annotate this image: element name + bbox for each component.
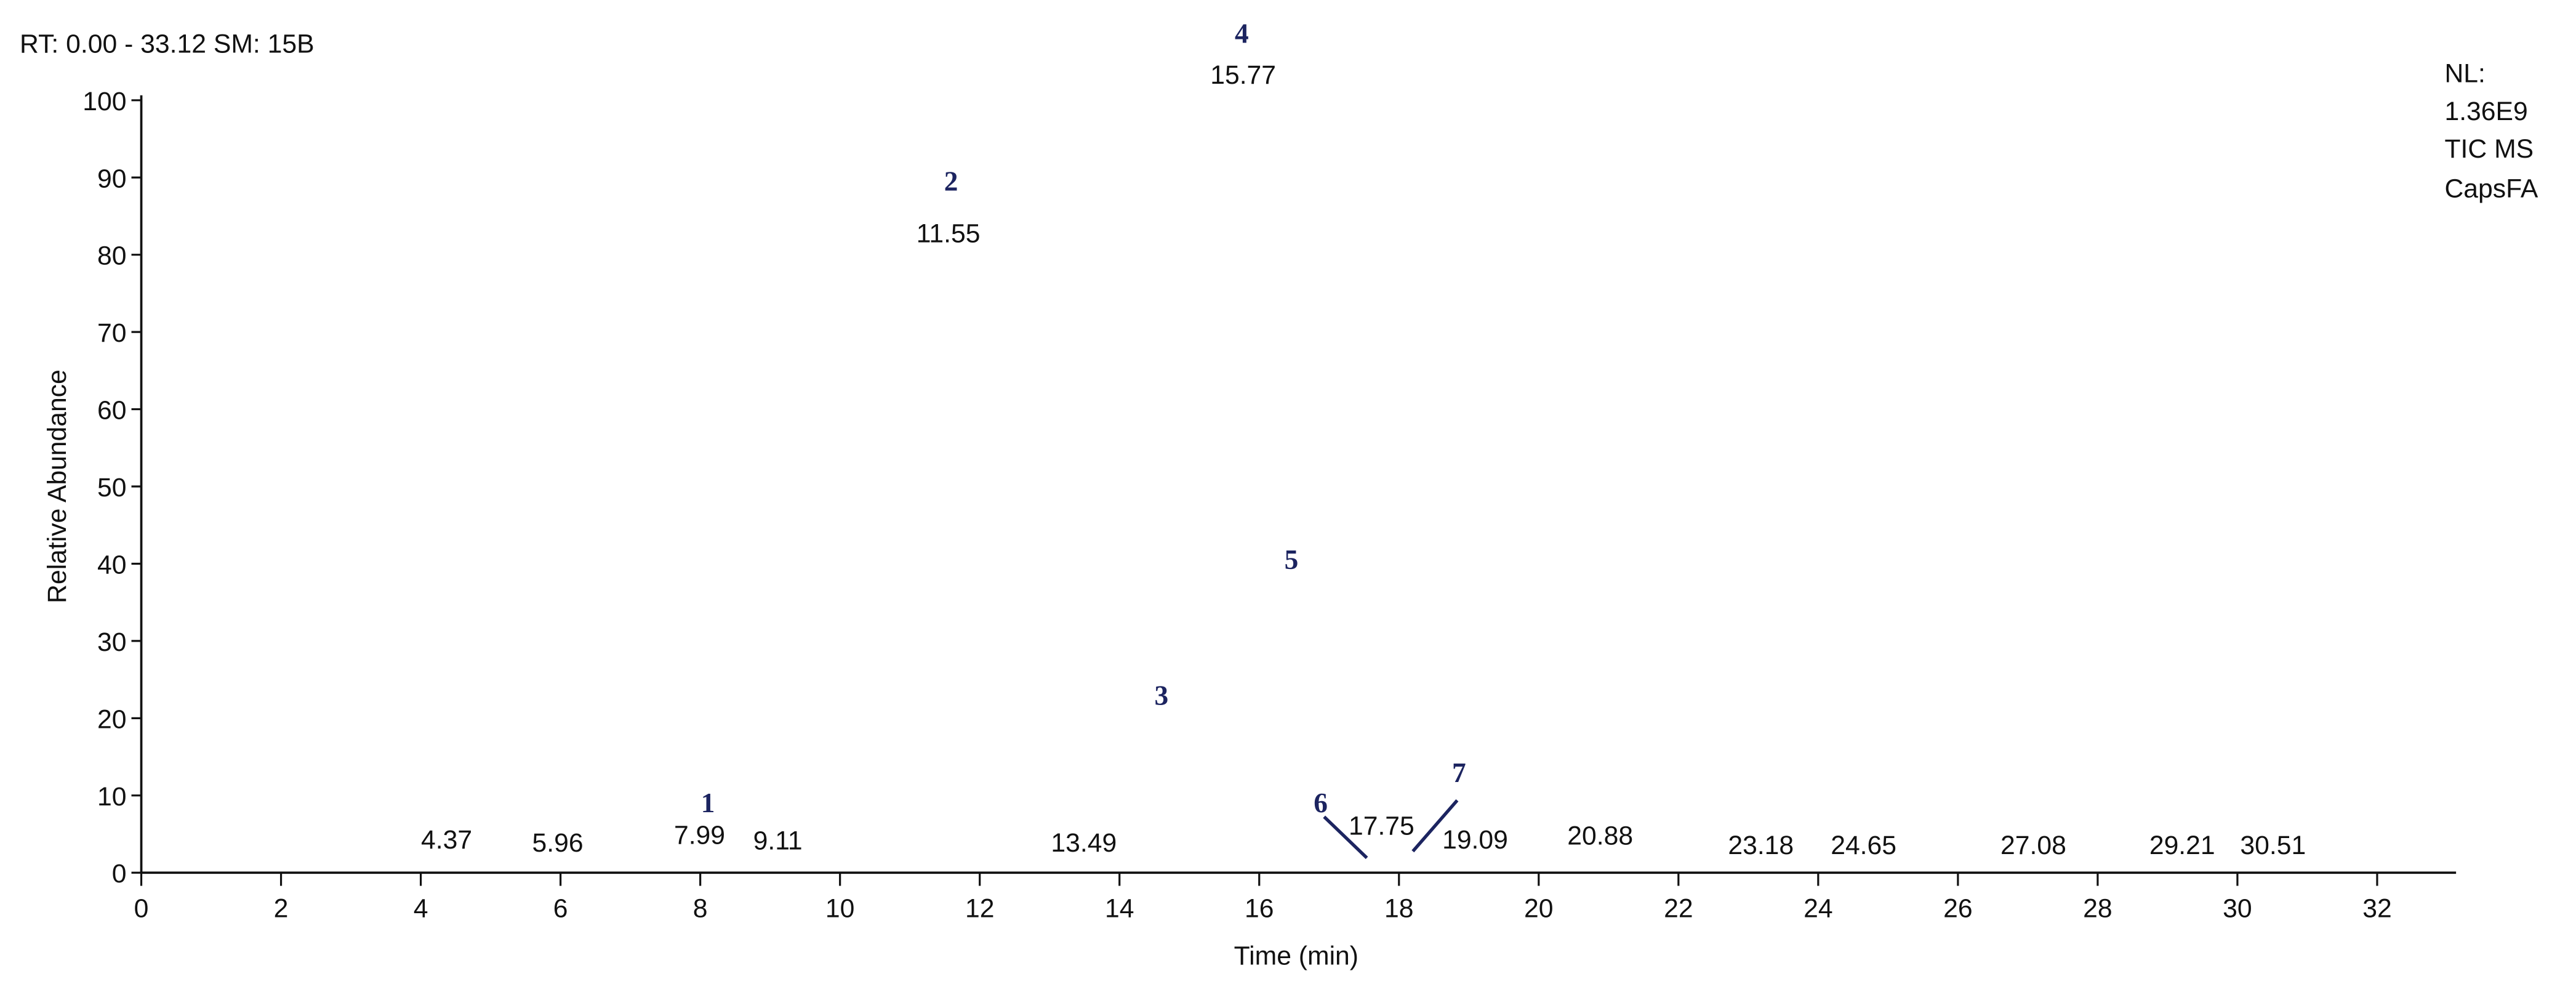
x-tick-label: 28 (2083, 893, 2112, 923)
peak-label: 30.51 (2240, 831, 2306, 860)
x-tick-label: 30 (2223, 893, 2252, 923)
leader-line (1411, 799, 1459, 853)
x-tick-label: 26 (1943, 893, 1972, 923)
y-axis-label: Relative Abundance (42, 369, 72, 603)
header: RT: 0.00 - 33.12 SM: 15B (20, 29, 315, 58)
peak-label: 27.08 (2000, 831, 2066, 860)
y-tick-label: 100 (82, 87, 126, 116)
peak-label: 11.55 (917, 219, 981, 248)
x-tick-label: 32 (2362, 893, 2391, 923)
x-tick-label: 10 (825, 893, 854, 923)
peak-label: 24.65 (1831, 831, 1896, 860)
peak-label: 23.18 (1728, 831, 1794, 860)
y-tick-label: 0 (112, 859, 127, 889)
peak-label: 29.21 (2149, 831, 2215, 860)
x-tick-label: 6 (553, 893, 568, 923)
peak-label: 17.75 (1349, 811, 1414, 841)
y-tick-label: 40 (97, 550, 126, 579)
y-tick-label: 20 (97, 704, 126, 734)
x-tick-label: 24 (1804, 893, 1832, 923)
info-line: NL: (2444, 58, 2485, 88)
x-tick-label: 14 (1105, 893, 1134, 923)
y-tick-label: 70 (97, 318, 126, 348)
info-line: TIC MS (2444, 134, 2534, 164)
compound-label: 3 (1154, 680, 1168, 711)
x-tick-label: 4 (414, 893, 428, 923)
compound-label: 1 (701, 788, 715, 818)
x-tick-label: 22 (1664, 893, 1693, 923)
peak-label: 7.99 (674, 820, 725, 850)
x-tick-label: 0 (134, 893, 149, 923)
peak-label: 20.88 (1567, 821, 1633, 851)
y-tick-label: 80 (97, 241, 126, 271)
peak-label: 15.77 (1210, 60, 1276, 90)
peak-label: 13.49 (1051, 828, 1117, 858)
leader-line (1323, 815, 1368, 860)
y-tick-label: 60 (97, 396, 126, 425)
compound-label: 7 (1452, 757, 1466, 788)
x-tick-label: 16 (1245, 893, 1274, 923)
info-line: CapsFA (2444, 174, 2538, 203)
peak-label: 4.37 (421, 825, 472, 855)
compound-label: 5 (1285, 544, 1299, 575)
compound-label: 6 (1314, 788, 1328, 818)
x-axis-label: Time (min) (1234, 942, 1358, 971)
x-tick-label: 8 (693, 893, 708, 923)
compound-label: 2 (944, 166, 958, 196)
x-tick-label: 12 (965, 893, 994, 923)
compound-label: 4 (1235, 18, 1249, 49)
y-tick-label: 10 (97, 782, 126, 812)
x-tick-label: 20 (1524, 893, 1553, 923)
info-line: 1.36E9 (2444, 97, 2527, 126)
peak-label: 5.96 (532, 828, 584, 858)
peak-label: 19.09 (1442, 825, 1508, 855)
x-tick-label: 18 (1384, 893, 1413, 923)
y-tick-label: 90 (97, 164, 126, 193)
peak-label: 9.11 (753, 826, 803, 855)
x-tick-label: 2 (274, 893, 289, 923)
y-tick-label: 50 (97, 473, 126, 502)
y-tick-label: 30 (97, 627, 126, 657)
